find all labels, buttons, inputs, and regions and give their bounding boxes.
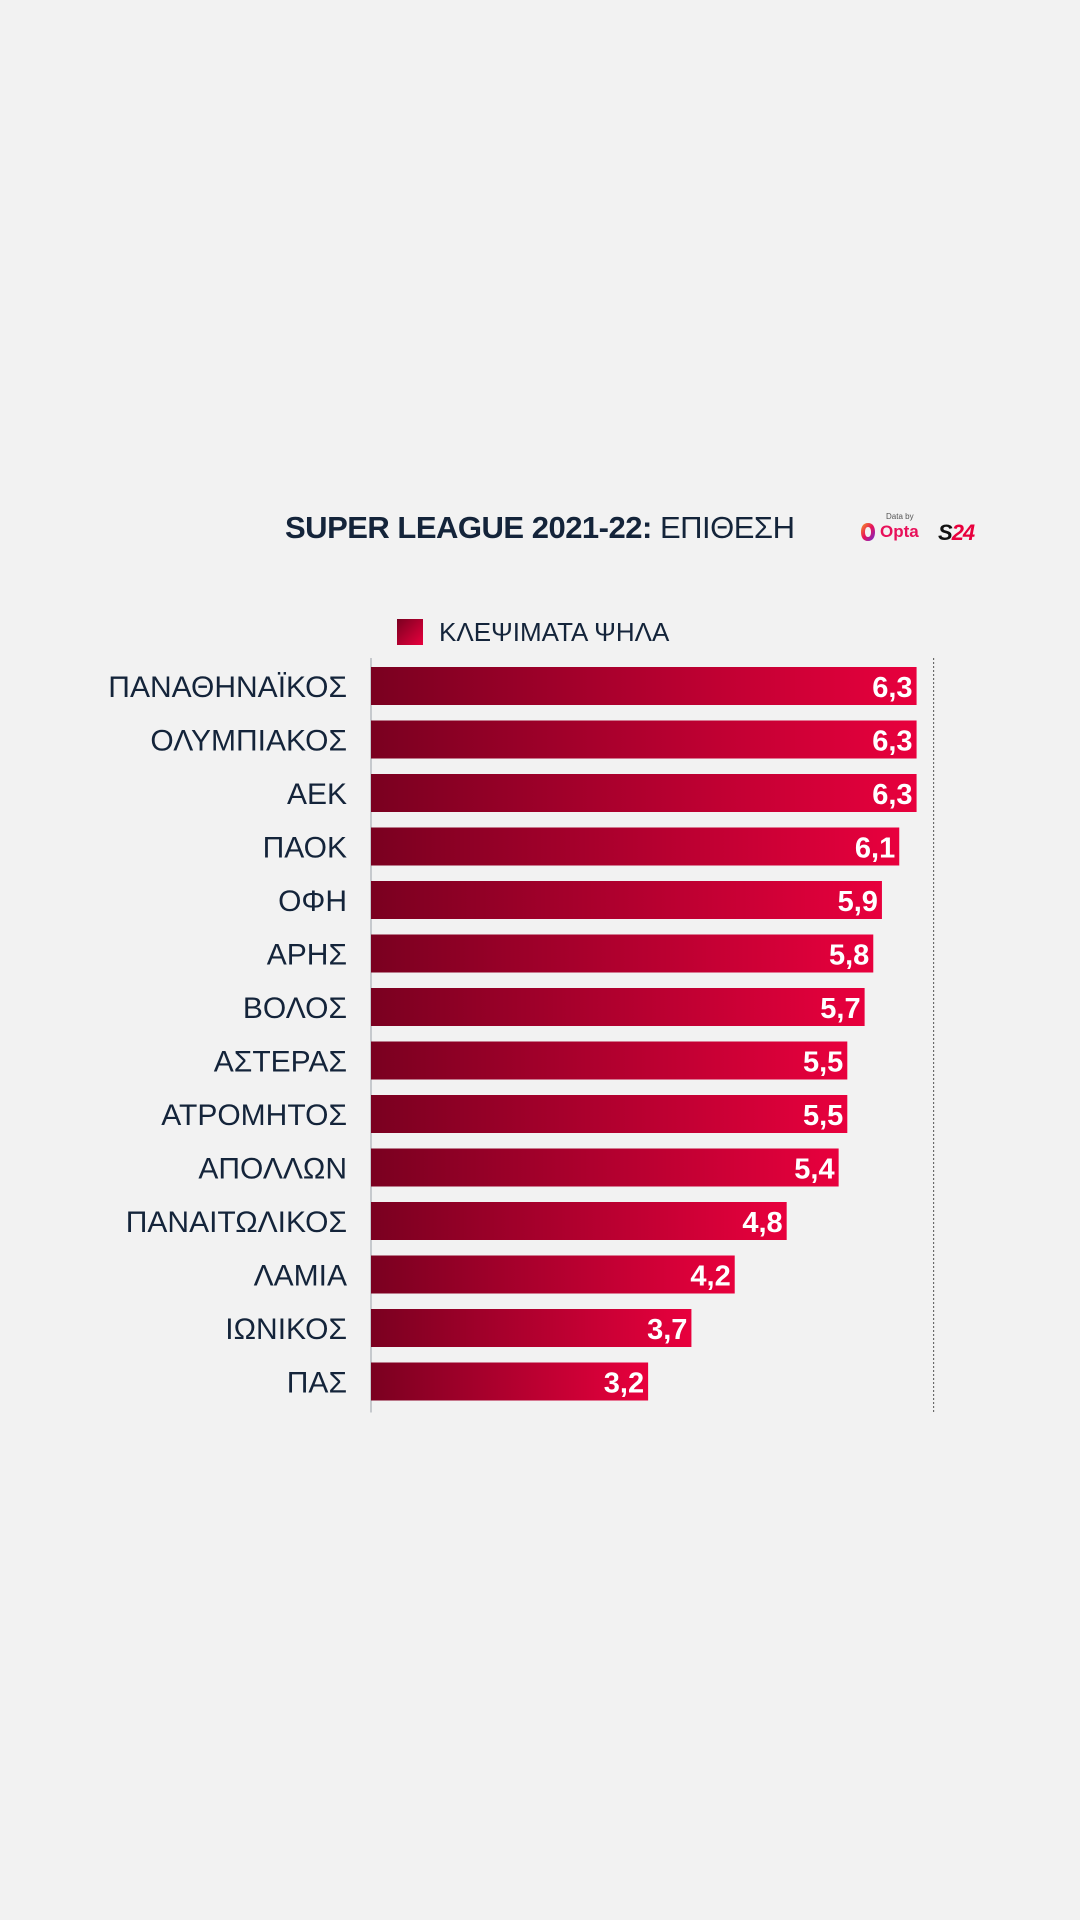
bar (371, 1255, 735, 1294)
value-label: 4,8 (742, 1207, 782, 1239)
s24-logo: S24 (938, 520, 976, 546)
bar (371, 774, 917, 812)
legend-swatch (397, 619, 423, 645)
title-bold: SUPER LEAGUE 2021-22: (285, 510, 652, 545)
category-label: ΑΡΗΣ (267, 939, 347, 972)
bar (371, 881, 882, 919)
value-label: 3,7 (647, 1314, 687, 1346)
value-label: 5,4 (794, 1154, 834, 1186)
value-label: 6,3 (872, 726, 912, 758)
category-label: ΠΑΟΚ (263, 832, 347, 865)
bar (371, 1362, 649, 1401)
bar (371, 827, 900, 866)
value-label: 6,3 (872, 779, 912, 811)
value-label: 4,2 (690, 1261, 730, 1293)
category-label: ΟΦΗ (278, 885, 347, 918)
data-by-label: Data by (886, 512, 914, 521)
value-label: 5,8 (829, 940, 869, 972)
category-label: ΠΑΝΑΙΤΩΛΙΚΟΣ (126, 1206, 347, 1239)
value-label: 3,2 (604, 1368, 644, 1400)
s24-prefix: S (938, 520, 953, 545)
bar (371, 720, 917, 759)
bar (371, 934, 874, 973)
value-label: 6,3 (872, 672, 912, 704)
opta-logo-text: Opta (880, 522, 919, 541)
value-label: 5,9 (838, 886, 878, 918)
value-label: 6,1 (855, 833, 895, 865)
bar (371, 667, 917, 705)
category-label: ΠΑΣ (287, 1367, 347, 1400)
value-label: 5,5 (803, 1047, 843, 1079)
category-label: ΟΛΥΜΠΙΑΚΟΣ (150, 725, 347, 758)
bar (371, 1095, 848, 1133)
category-label: ΑΣΤΕΡΑΣ (214, 1046, 347, 1079)
category-label: ΛΑΜΙΑ (254, 1260, 347, 1293)
chart-title: SUPER LEAGUE 2021-22: ΕΠΙΘΕΣΗ (285, 510, 795, 546)
category-label: ΙΩΝΙΚΟΣ (225, 1313, 347, 1346)
value-label: 5,7 (820, 993, 860, 1025)
bar (371, 1041, 848, 1080)
bar (371, 1309, 692, 1347)
value-label: 5,5 (803, 1100, 843, 1132)
category-label: ΠΑΝΑΘΗΝΑΪΚΟΣ (108, 671, 347, 704)
opta-logo-icon (861, 523, 875, 541)
bar (371, 1202, 787, 1240)
category-label: ΑΠΟΛΛΩΝ (198, 1153, 347, 1186)
legend-label: ΚΛΕΨΙΜΑΤΑ ΨΗΛΑ (439, 616, 670, 647)
legend: ΚΛΕΨΙΜΑΤΑ ΨΗΛΑ (397, 616, 670, 647)
bar (371, 1148, 839, 1187)
title-light: ΕΠΙΘΕΣΗ (659, 510, 795, 545)
category-label: ΑΤΡΟΜΗΤΟΣ (161, 1099, 347, 1132)
bar (371, 988, 865, 1026)
category-label: ΒΟΛΟΣ (243, 992, 347, 1025)
logos: Data by Opta S24 (860, 512, 990, 546)
category-label: ΑΕΚ (287, 778, 347, 811)
s24-suffix: 24 (951, 520, 976, 545)
